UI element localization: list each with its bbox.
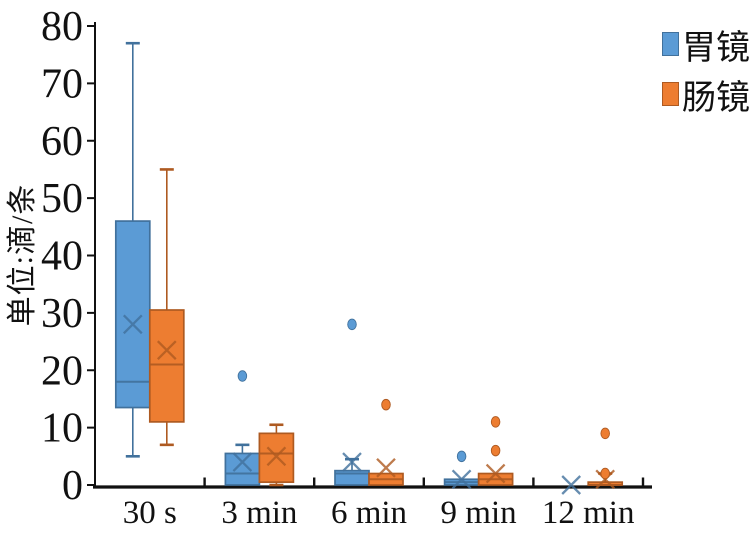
box-group-胃镜-30 s: [114, 41, 151, 458]
x-category-label: 12 min: [542, 495, 635, 531]
y-tick-label: 50: [41, 176, 83, 222]
mean-x-marker: [485, 463, 506, 484]
y-tick-label: 80: [41, 4, 83, 50]
outlier-dot: [600, 467, 610, 480]
mean-x-marker: [342, 452, 362, 472]
box-group-胃镜-6 min: [334, 318, 370, 486]
iqr-box: [258, 432, 295, 483]
outlier-dot: [237, 370, 248, 382]
mean-x-marker: [266, 446, 287, 467]
mean-x-marker: [376, 457, 396, 478]
legend-item-gastroscope: 胃镜: [662, 19, 750, 69]
x-category-label: 30 s: [123, 495, 177, 531]
box-group-肠镜-6 min: [368, 398, 404, 486]
box-group-胃镜-9 min: [443, 450, 480, 490]
legend-swatch-gastroscope-icon: [662, 32, 679, 56]
legend-item-colonoscope: 肠镜: [662, 69, 750, 119]
box-group-胃镜-3 min: [224, 370, 261, 486]
iqr-box: [224, 452, 261, 486]
iqr-box: [148, 309, 185, 423]
mean-x-marker: [122, 314, 143, 335]
outlier-dot: [347, 318, 357, 331]
legend-label-colonoscope: 肠镜: [682, 79, 750, 117]
y-tick-label: 60: [41, 119, 83, 165]
mean-x-marker: [451, 469, 472, 490]
y-tick-label: 40: [41, 234, 83, 280]
legend-label-gastroscope: 胃镜: [682, 29, 750, 67]
y-tick-label: 0: [62, 463, 83, 509]
box-group-肠镜-3 min: [258, 423, 295, 487]
y-tick-label: 70: [41, 61, 83, 107]
box-group-胃镜-12 min: [561, 475, 582, 495]
box-group-肠镜-12 min: [587, 427, 624, 490]
outlier-dot: [490, 444, 501, 457]
y-tick-label: 20: [41, 348, 83, 394]
outlier-dot: [456, 450, 467, 463]
outlier-dot: [381, 398, 391, 411]
x-category-label: 9 min: [441, 495, 517, 531]
iqr-box: [114, 220, 151, 409]
box-group-肠镜-9 min: [477, 416, 514, 486]
mean-x-marker: [232, 452, 253, 472]
mean-x-marker: [156, 340, 177, 360]
legend-swatch-colonoscope-icon: [662, 82, 679, 106]
box-group-肠镜-30 s: [148, 168, 185, 447]
y-tick-label: 30: [41, 291, 83, 337]
x-category-label: 6 min: [331, 495, 407, 531]
legend: 胃镜 肠镜: [662, 19, 750, 119]
outlier-dot: [600, 427, 610, 440]
x-category-label: 3 min: [221, 495, 297, 531]
mean-x-marker: [561, 475, 582, 495]
y-tick-label: 10: [41, 406, 83, 452]
outlier-dot: [490, 416, 501, 428]
